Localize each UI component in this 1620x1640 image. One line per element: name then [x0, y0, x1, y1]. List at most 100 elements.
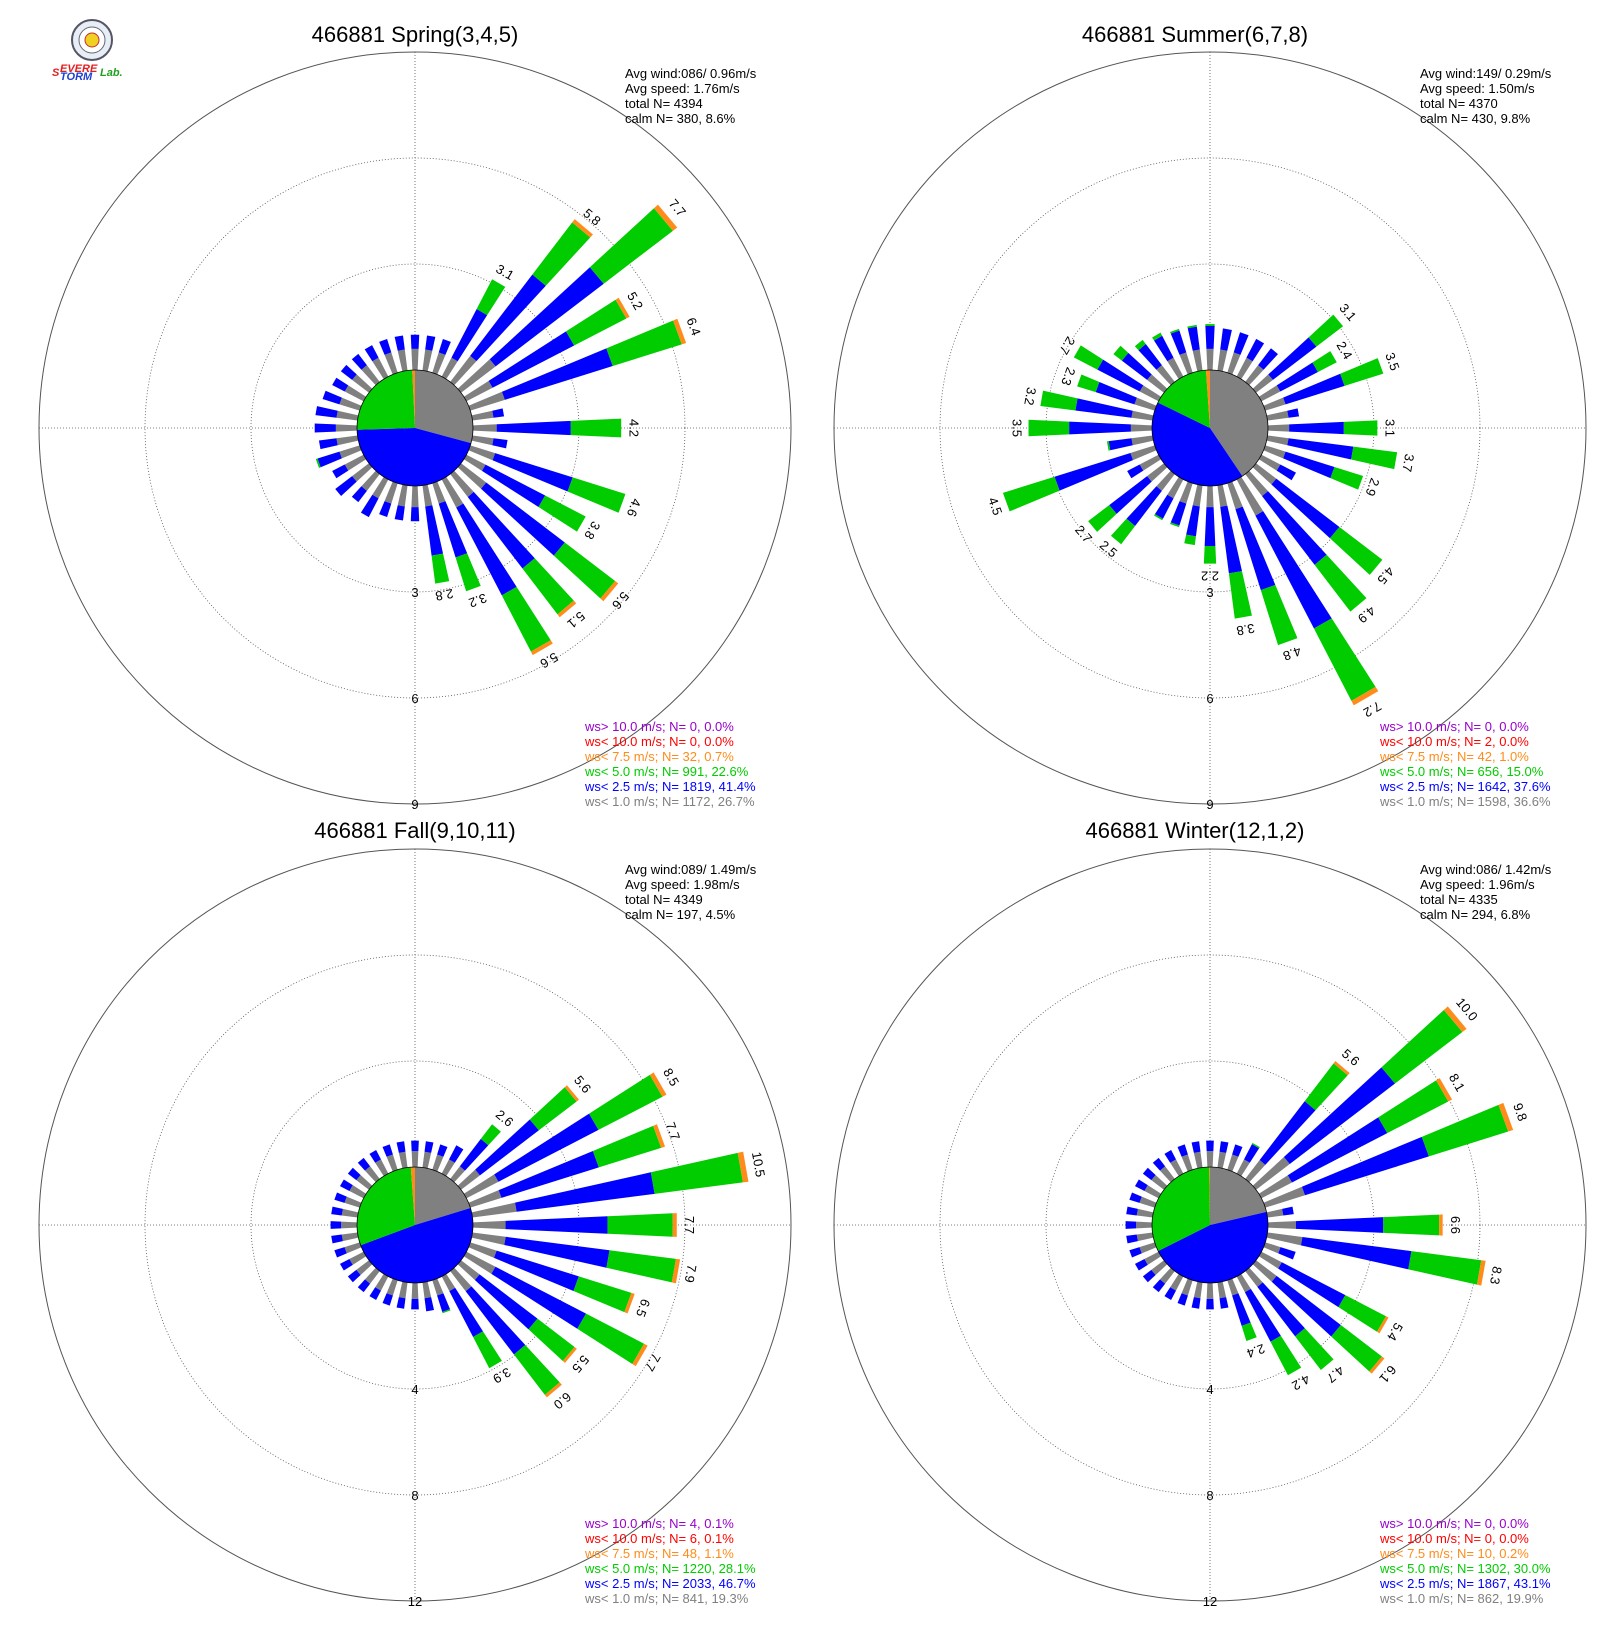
bar-value-label: 3.1 — [493, 261, 516, 283]
windrose-bar-blue — [1206, 1140, 1214, 1152]
windrose-bar-gray — [1227, 1278, 1239, 1296]
bar-value-label: 4.7 — [1324, 1363, 1347, 1386]
windrose-bar-gray — [1159, 1166, 1175, 1183]
windrose-bar-gray — [1167, 476, 1184, 499]
windrose-bar-green — [1308, 314, 1344, 347]
windrose-bar-blue — [1232, 1144, 1243, 1157]
windrose-bar-orange — [562, 1346, 577, 1363]
legend-entry: ws< 1.0 m/s; N= 1598, 36.6% — [1379, 794, 1551, 809]
windrose-bar-gray — [472, 1220, 506, 1230]
bar-value-label: 4.8 — [1281, 643, 1303, 663]
windrose-bar-green — [573, 1276, 632, 1313]
stats-total: total N= 4394 — [625, 96, 703, 111]
windrose-bar-blue — [1154, 494, 1174, 519]
windrose-bar-green — [607, 1213, 673, 1237]
windrose-bar-green — [1110, 518, 1136, 545]
windrose-bar-green — [1351, 446, 1398, 470]
windrose-bar-green — [522, 558, 574, 615]
windrose-bar-green — [650, 1152, 743, 1194]
windrose-bar-gray — [386, 1278, 398, 1296]
windrose-bar-gray — [471, 435, 494, 446]
windrose-bar-gray — [422, 1281, 432, 1299]
calm-pie-slice — [1210, 1167, 1267, 1225]
windrose-bar-blue — [1204, 507, 1216, 546]
bar-value-label: 6.1 — [1376, 1362, 1399, 1385]
bar-value-label: 5.6 — [609, 589, 632, 612]
windrose-bar-gray — [1252, 374, 1273, 393]
windrose-bar-blue — [1134, 1259, 1148, 1271]
windrose-bar-gray — [468, 1242, 497, 1258]
windrose-bar-orange — [624, 1292, 635, 1314]
windrose-bar-blue — [339, 1259, 353, 1271]
windrose-bar-green — [473, 1331, 502, 1369]
windrose-bar-gray — [1151, 1174, 1168, 1190]
windrose-bar-blue — [425, 335, 436, 351]
windrose-bar-gray — [1130, 424, 1153, 432]
calm-pie-slice — [357, 370, 415, 430]
windrose-bar-blue — [504, 1236, 610, 1268]
windrose-bar-green — [567, 477, 626, 513]
windrose-bar-blue — [515, 1172, 655, 1212]
windrose-bar-orange — [1333, 1061, 1350, 1076]
windrose-bar-orange — [530, 640, 553, 656]
ring-tick-label: 12 — [408, 1594, 422, 1609]
windrose-bar-green — [1340, 358, 1384, 386]
svg-text:TORM: TORM — [60, 71, 93, 83]
bar-value-label: 6.4 — [684, 315, 704, 337]
bar-value-label: 7.7 — [666, 196, 689, 219]
svg-text:Lab.: Lab. — [100, 67, 123, 79]
windrose-bar-gray — [398, 1151, 408, 1169]
windrose-bar-blue — [1219, 1141, 1229, 1153]
windrose-bar-green — [431, 553, 450, 584]
windrose-bar-orange — [1369, 1356, 1385, 1374]
calm-circle — [1151, 1166, 1269, 1284]
windrose-bar-gray — [1130, 445, 1157, 461]
windrose-bar-green — [1338, 1295, 1386, 1332]
windrose-bar-blue — [1295, 1217, 1384, 1233]
windrose-bar-blue — [449, 1287, 483, 1338]
windrose-bar-orange — [649, 1072, 667, 1097]
windrose-bar-blue — [396, 1297, 406, 1309]
windrose-bar-gray — [411, 485, 419, 508]
windrose-bar-gray — [450, 1267, 472, 1292]
windrose-bar-blue — [1075, 398, 1133, 418]
windrose-bar-blue — [410, 334, 420, 349]
windrose-bar-blue — [1244, 1144, 1260, 1163]
windrose-bar-orange — [671, 1258, 681, 1284]
stats-avg-speed: Avg speed: 1.50m/s — [1420, 81, 1535, 96]
windrose-bar-gray — [1156, 365, 1175, 386]
windrose-bar-blue — [1205, 325, 1215, 349]
windrose-bar-blue — [1271, 478, 1340, 539]
windrose-bar-gray — [1170, 1273, 1184, 1291]
windrose-bar-gray — [341, 1221, 358, 1229]
windrose-bar-green — [1228, 571, 1252, 619]
calm-pie-slice — [1205, 370, 1210, 428]
windrose-bar-blue — [1246, 338, 1265, 362]
windrose-bar-gray — [441, 1273, 456, 1292]
svg-text:S: S — [52, 67, 60, 79]
ring-tick-label: 9 — [411, 797, 418, 812]
ring-tick-label: 12 — [1203, 1594, 1217, 1609]
windrose-bar-gray — [1144, 1185, 1162, 1199]
windrose-bar-gray — [356, 1174, 373, 1190]
windrose-bar-gray — [1193, 1281, 1203, 1299]
windrose-bar-gray — [1206, 1151, 1214, 1168]
legend-entry: ws< 5.0 m/s; N= 991, 22.6% — [584, 764, 749, 779]
bar-value-label: 8.5 — [660, 1066, 682, 1089]
windrose-bar-gray — [1217, 1281, 1227, 1299]
legend-entry: ws> 10.0 m/s; N= 0, 0.0% — [1379, 1516, 1529, 1531]
windrose-bar-gray — [471, 410, 494, 421]
bar-value-label: 8.3 — [1487, 1265, 1505, 1285]
bar-value-label: 8.1 — [1446, 1071, 1468, 1094]
windrose-bar-gray — [375, 1273, 389, 1291]
bar-value-label: 2.6 — [493, 1107, 516, 1130]
bar-value-label: 6.5 — [633, 1297, 653, 1319]
windrose-bar-orange — [615, 297, 630, 319]
bar-value-label: 2.9 — [1362, 476, 1382, 498]
windrose-bar-gray — [1159, 1267, 1175, 1284]
windrose-bar-gray — [1245, 365, 1264, 386]
windrose-bar-blue — [1268, 337, 1317, 380]
windrose-bar-gray — [411, 1282, 419, 1299]
windrose-bar-green — [529, 1087, 577, 1131]
